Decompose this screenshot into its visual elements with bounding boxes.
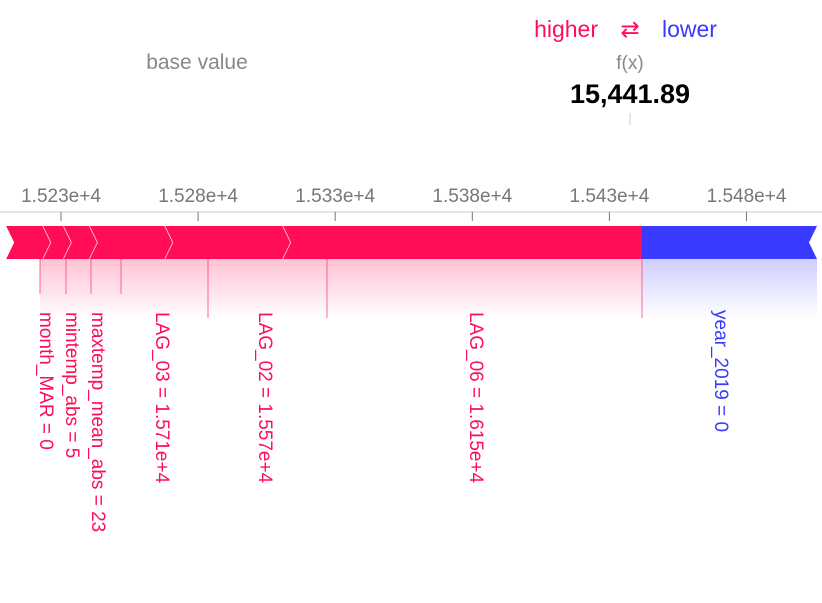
fx-value: 15,441.89 [570, 79, 690, 109]
legend-lower: lower [662, 16, 717, 42]
feature-label-positive: month_MAR = 0 [35, 312, 56, 450]
x-tick-label: 1.543e+4 [570, 186, 650, 207]
positive-shadow [40, 259, 643, 319]
negative-shadow [642, 259, 817, 319]
feature-label-positive: maxtemp_mean_abs = 23 [87, 312, 108, 532]
fx-label: f(x) [616, 53, 643, 74]
x-tick-label: 1.548e+4 [707, 186, 787, 207]
positive-force-segment [89, 226, 174, 259]
feature-label-positive: LAG_03 = 1.571e+4 [151, 312, 172, 484]
base-value-label: base value [146, 51, 248, 74]
x-tick-label: 1.538e+4 [432, 186, 512, 207]
x-tick-label: 1.533e+4 [295, 186, 375, 207]
feature-label-negative: year_2019 = 0 [710, 310, 731, 432]
shadow-regions [40, 259, 817, 319]
positive-force-segment [6, 226, 52, 259]
legend-arrow-icon: ⇄ [620, 16, 639, 42]
positive-force-segment [43, 226, 72, 259]
positive-force-segment [283, 226, 643, 259]
legend-higher: higher [534, 16, 598, 42]
feature-label-positive: LAG_02 = 1.557e+4 [254, 312, 275, 484]
feature-label-positive: LAG_06 = 1.615e+4 [465, 312, 486, 484]
feature-label-positive: mintemp_abs = 5 [61, 312, 82, 458]
x-tick-label: 1.528e+4 [158, 186, 238, 207]
force-bars [6, 225, 817, 260]
feature-labels: month_MAR = 0 mintemp_abs = 5 maxtemp_mean… [35, 259, 731, 532]
negative-force-segment [642, 226, 817, 259]
positive-force-segment [165, 226, 292, 259]
x-axis: 1.523e+4 1.528e+4 1.533e+4 1.538e+4 1.543e+4… [0, 186, 822, 221]
x-tick-label: 1.523e+4 [21, 186, 101, 207]
positive-force-segment [63, 226, 98, 259]
